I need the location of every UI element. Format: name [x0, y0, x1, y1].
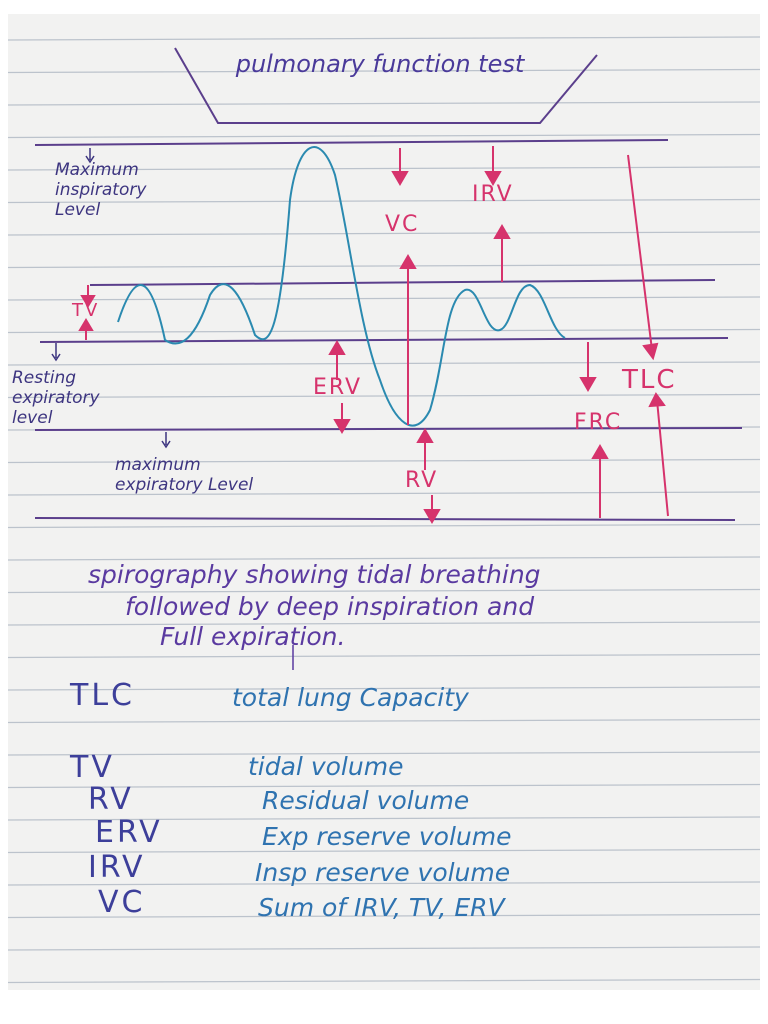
- ruled-line: [7, 36, 761, 41]
- abbreviation: TLC: [70, 678, 135, 713]
- ruled-line: [7, 263, 761, 269]
- ruled-line: [7, 783, 761, 789]
- title-frame: [174, 47, 598, 124]
- definition: Sum of IRV, TV, ERV: [258, 893, 505, 922]
- ruled-line: [7, 653, 761, 659]
- ruled-line: [7, 361, 761, 366]
- ruled-line: [7, 328, 761, 334]
- volume-label: TLC: [622, 365, 677, 395]
- ruled-line: [7, 881, 761, 886]
- definition: Exp reserve volume: [262, 822, 512, 851]
- caption-line: followed by deep inspiration and: [125, 592, 535, 621]
- abbreviation: RV: [88, 782, 134, 817]
- ruled-line: [7, 751, 761, 756]
- ruled-line: [7, 946, 761, 951]
- level-label: Resting expiratory level: [12, 368, 100, 428]
- volume-label: TV: [72, 300, 100, 321]
- ruled-lines: [7, 36, 761, 984]
- ruled-line: [7, 556, 761, 561]
- volume-label: VC: [385, 212, 420, 237]
- abbreviation: TV: [70, 750, 115, 785]
- volume-label: IRV: [472, 182, 514, 207]
- level-line: [89, 279, 716, 286]
- paper: [8, 14, 760, 990]
- abbreviation: ERV: [95, 815, 163, 850]
- level-label: Maximum inspiratory Level: [55, 160, 147, 220]
- ruled-line: [7, 621, 761, 626]
- volume-label: ERV: [313, 375, 363, 400]
- level-line: [39, 337, 729, 343]
- ruled-line: [7, 686, 761, 691]
- volume-label: RV: [405, 468, 439, 493]
- definition: Insp reserve volume: [255, 858, 511, 887]
- ruled-line: [7, 198, 761, 204]
- level-pointers: [51, 148, 171, 449]
- ruled-line: [7, 393, 761, 399]
- ruled-line: [7, 101, 761, 106]
- diagram-lines: [34, 47, 743, 521]
- abbreviation: IRV: [88, 850, 146, 885]
- level-label: maximum expiratory Level: [115, 455, 254, 495]
- volume-label: FRC: [574, 410, 623, 435]
- definition: tidal volume: [248, 752, 404, 781]
- abbreviation: VC: [98, 885, 146, 920]
- ruled-line: [7, 296, 761, 301]
- ruled-line: [7, 166, 761, 171]
- level-line: [34, 139, 669, 146]
- caption-line: spirography showing tidal breathing: [88, 560, 541, 589]
- ruled-line: [7, 913, 761, 919]
- ruled-line: [7, 718, 761, 724]
- level-line: [34, 517, 736, 521]
- ruled-line: [7, 491, 761, 496]
- ruled-line: [7, 231, 761, 236]
- ruled-line: [7, 816, 761, 821]
- ruled-line: [7, 68, 761, 74]
- ruled-line: [7, 458, 761, 464]
- caption-line: Full expiration.: [160, 622, 346, 651]
- definition: Residual volume: [262, 786, 470, 815]
- level-line: [34, 427, 743, 431]
- volume-arrows: [78, 146, 669, 524]
- spirogram-curve: [117, 146, 566, 427]
- definition: total lung Capacity: [232, 683, 469, 712]
- ruled-line: [7, 588, 761, 594]
- ruled-line: [7, 848, 761, 854]
- title: pulmonary function test: [235, 50, 525, 78]
- ruled-line: [7, 978, 761, 984]
- ruled-line: [7, 523, 761, 529]
- ruled-line: [7, 133, 761, 139]
